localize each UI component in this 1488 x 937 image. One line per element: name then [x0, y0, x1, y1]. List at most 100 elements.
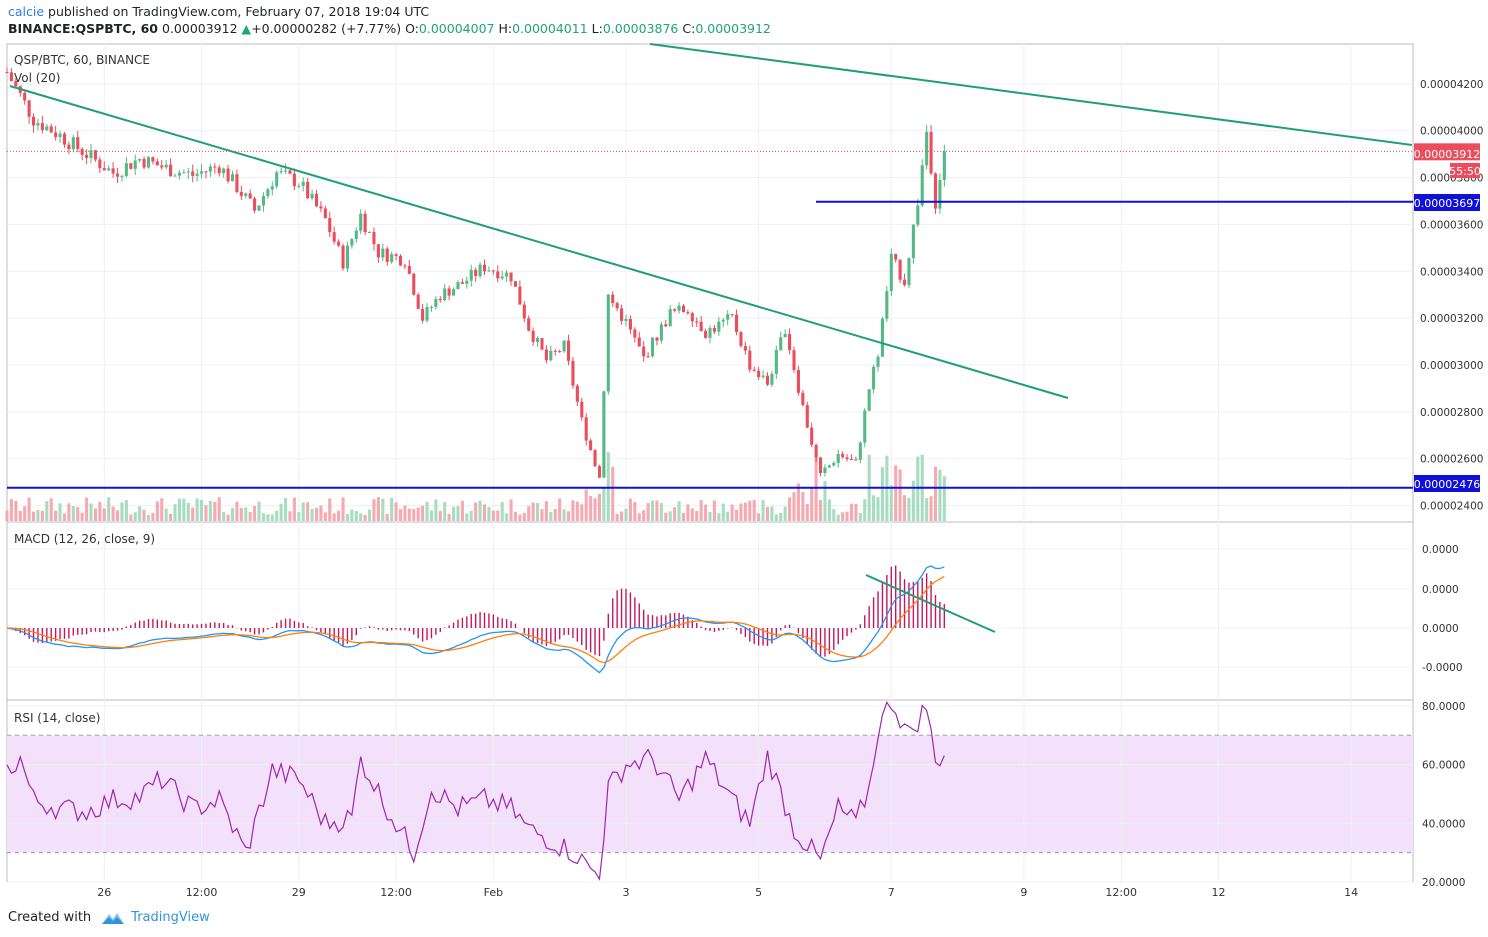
time-tick-label: 14	[1344, 886, 1358, 899]
macd-pane[interactable]	[6, 521, 1414, 701]
volume-bar	[509, 499, 513, 521]
volume-bar	[841, 512, 845, 521]
volume-bar	[788, 497, 792, 521]
candle-body	[257, 205, 261, 211]
volume-bar	[765, 506, 770, 521]
volume-bar	[54, 510, 58, 521]
candle-body	[571, 360, 575, 386]
candle-body	[438, 298, 442, 301]
candle-body	[398, 255, 403, 266]
volume-bar	[412, 509, 416, 521]
price-pane-title: QSP/BTC, 60, BINANCE	[14, 53, 150, 67]
candle-body	[394, 254, 398, 256]
candle-body	[867, 389, 871, 411]
candle-body	[646, 356, 650, 358]
candle-body	[739, 331, 743, 347]
volume-bar	[235, 501, 239, 521]
author-link[interactable]: calcie	[8, 4, 45, 19]
candle-body	[107, 168, 111, 171]
volume-bar	[911, 480, 915, 521]
macd-tick-label: 0.0000	[1422, 623, 1459, 635]
volume-bar	[858, 512, 862, 521]
high-label: H:	[498, 21, 513, 36]
volume-bar	[664, 512, 668, 521]
candle-body	[637, 337, 641, 347]
volume-bar	[230, 507, 235, 521]
candle-body	[381, 248, 385, 258]
candle-body	[933, 173, 938, 209]
candle-body	[368, 231, 372, 233]
candle-body	[509, 272, 513, 282]
volume-bar	[76, 507, 80, 521]
chart-area[interactable]: 0.000042000.000040000.000038000.00003600…	[0, 0, 1488, 905]
candle-body	[757, 370, 761, 377]
volume-bar	[394, 502, 398, 521]
volume-bar	[907, 497, 911, 521]
volume-bar	[894, 465, 898, 521]
volume-bar	[593, 498, 597, 521]
candle-body	[876, 356, 880, 367]
candle-body	[597, 466, 602, 478]
low-value: 0.00003876	[602, 21, 679, 36]
volume-bar	[244, 507, 248, 521]
volume-bar	[898, 469, 902, 521]
candle-body	[544, 349, 548, 361]
volume-bar	[801, 491, 805, 521]
volume-bar	[836, 514, 840, 521]
volume-bar	[478, 500, 482, 521]
candle-body	[712, 327, 716, 332]
candle-body	[275, 172, 279, 187]
volume-bar	[332, 513, 336, 521]
volume-bar	[138, 506, 142, 521]
candle-body	[907, 258, 911, 286]
price-pane[interactable]	[6, 43, 1414, 523]
candle-body	[540, 338, 544, 350]
candle-body	[779, 337, 783, 350]
tradingview-link[interactable]: TradingView	[131, 910, 210, 925]
candle-body	[474, 269, 478, 276]
volume-bar	[487, 506, 491, 521]
candle-body	[160, 165, 164, 168]
volume-bar	[398, 509, 403, 521]
candle-body	[412, 273, 416, 295]
volume-bar	[571, 500, 575, 521]
candle-body	[562, 340, 566, 352]
volume-bar	[655, 500, 659, 521]
candle-body	[496, 271, 500, 279]
support-badge	[1414, 475, 1480, 492]
candle-body	[792, 350, 796, 371]
candle-body	[89, 150, 93, 158]
candle-body	[403, 265, 407, 267]
macd-signal-line	[6, 575, 945, 664]
price-tick-label: 0.00003000	[1420, 360, 1483, 372]
volume-bar	[195, 498, 199, 521]
candle-body	[421, 308, 425, 321]
volume-bar	[124, 500, 128, 521]
volume-bar	[748, 500, 752, 521]
rsi-tick-label: 40.0000	[1422, 818, 1465, 830]
candle-body	[704, 331, 708, 338]
volume-bar	[637, 513, 641, 521]
time-tick-label: Feb	[484, 886, 503, 899]
support-label: 0.00002476	[1414, 478, 1480, 491]
volume-bar	[239, 507, 243, 521]
candle-body	[372, 231, 376, 245]
volume-bar	[695, 511, 699, 521]
candle-body	[58, 133, 62, 138]
volume-bar	[650, 500, 655, 521]
candle-body	[748, 350, 752, 370]
volume-bar	[734, 509, 739, 521]
candle-body	[217, 167, 221, 174]
candle-body	[505, 272, 509, 277]
volume-bar	[310, 508, 314, 521]
volume-bar	[107, 497, 111, 521]
candle-body	[85, 154, 89, 158]
volume-bar	[597, 493, 602, 521]
candle-body	[332, 232, 336, 242]
volume-bar	[743, 502, 747, 521]
candle-body	[832, 462, 836, 466]
candle-body	[133, 160, 137, 169]
candle-body	[359, 213, 363, 231]
volume-bar	[558, 498, 562, 521]
volume-bar	[491, 510, 495, 521]
